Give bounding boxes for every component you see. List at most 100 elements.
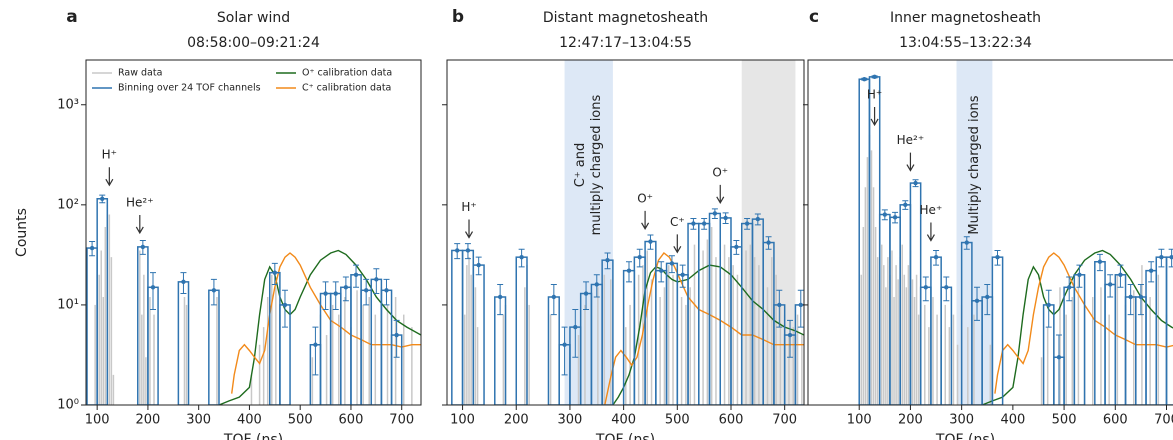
plot-area: [86, 194, 421, 405]
x-tick-label: 400: [1000, 413, 1025, 428]
bin: [1104, 283, 1117, 405]
axes-frame: [446, 59, 805, 406]
axes-frame: [807, 59, 1173, 406]
calibration-line: [604, 252, 804, 405]
error-bar: [787, 319, 794, 358]
bin-point: [384, 288, 389, 293]
bin-point: [1169, 254, 1173, 260]
annotation-arrow: [464, 219, 474, 239]
error-bar: [1045, 289, 1052, 328]
bin-point: [659, 268, 664, 273]
bin-point: [964, 240, 969, 245]
bin-point: [892, 215, 898, 220]
annotation-arrow: [716, 184, 725, 205]
error-bar: [550, 283, 557, 316]
legend-label: Binning over 24 TOF channels: [118, 83, 261, 94]
bin: [1145, 269, 1158, 405]
panel-label: b: [452, 7, 464, 27]
bin-point: [551, 294, 557, 300]
bin-point: [723, 215, 728, 221]
error-bar: [281, 289, 288, 328]
error-bar: [572, 308, 579, 358]
x-tick-label: 100: [450, 413, 475, 428]
bin-point: [691, 221, 696, 226]
bin-point: [1138, 294, 1144, 300]
bin-point: [497, 294, 503, 300]
annotation-label: He²⁺: [126, 195, 154, 209]
panel-title: Solar wind: [217, 10, 290, 26]
x-tick-label: 500: [665, 413, 690, 428]
region-label: Multiply charged ions: [967, 95, 982, 234]
x-tick-label: 700: [1154, 413, 1173, 428]
bin: [380, 289, 393, 405]
y-tick-label: 10⁰: [57, 398, 79, 413]
panel-title: Distant magnetosheath: [543, 10, 708, 26]
bin-point: [1107, 282, 1113, 287]
calibration-line: [218, 249, 421, 405]
bin-point: [755, 216, 761, 222]
x-tick-label: 600: [719, 413, 744, 428]
error-bar: [1055, 334, 1062, 405]
panel-label: c: [809, 7, 819, 27]
x-tick-label: 200: [136, 413, 161, 428]
bin-point: [181, 279, 186, 285]
error-bar: [776, 289, 783, 328]
annotation-label: O⁺: [712, 165, 728, 179]
bin-point: [573, 324, 578, 330]
error-bar: [150, 272, 156, 310]
annotation-label: He²⁺: [897, 133, 925, 147]
bin-point: [637, 254, 642, 260]
x-tick-label: 500: [288, 413, 313, 428]
bin-point: [766, 240, 771, 245]
x-tick-label: 700: [772, 413, 797, 428]
annotation-label: O⁺: [637, 191, 653, 205]
bin-point: [394, 332, 399, 338]
x-tick-label: 200: [504, 413, 529, 428]
bin-point: [455, 248, 460, 253]
error-bar: [561, 326, 568, 376]
error-bar: [312, 326, 319, 376]
x-tick-label: 600: [339, 413, 364, 428]
bin-point: [734, 244, 739, 250]
bin-point: [1046, 302, 1051, 308]
panel-label: a: [66, 7, 77, 27]
calibration-line: [994, 252, 1173, 394]
bin: [451, 249, 464, 405]
x-tick-label: 300: [949, 413, 974, 428]
error-bar: [393, 319, 400, 358]
bin: [1094, 260, 1106, 405]
calibration-line: [981, 249, 1173, 405]
annotation-arrow: [105, 167, 114, 187]
plot-area: C⁺ and multiply charged ions: [451, 60, 804, 405]
bin-point: [648, 239, 653, 244]
y-tick-label: 10³: [57, 97, 79, 112]
region-label: multiply charged ions: [589, 94, 604, 235]
bin: [1073, 274, 1086, 405]
annotation-arrow: [926, 222, 935, 242]
panel-subtitle: 12:47:17–13:04:55: [559, 35, 692, 51]
bin-point: [562, 342, 567, 347]
bin-point: [923, 285, 928, 290]
bin: [319, 292, 332, 405]
bin-point: [787, 332, 793, 338]
bin-point: [1128, 294, 1133, 300]
axes-frame: [85, 59, 422, 406]
panel-subtitle: 13:04:55–13:22:34: [899, 35, 1032, 51]
error-bar: [984, 283, 991, 316]
bin-point: [476, 262, 481, 268]
annotation-label: H⁺: [461, 200, 476, 214]
bin: [350, 274, 362, 405]
error-bar: [497, 283, 504, 316]
bin-point: [1159, 254, 1164, 260]
bin-point: [282, 302, 288, 308]
bin-point: [669, 261, 675, 266]
bin-point: [465, 248, 471, 253]
bin-point: [872, 74, 877, 80]
calibration-line: [231, 252, 421, 394]
bin-point: [353, 272, 359, 277]
bin-point: [343, 285, 349, 290]
bin-point: [140, 244, 146, 250]
bin-point: [211, 288, 217, 293]
error-bar: [1137, 283, 1144, 316]
